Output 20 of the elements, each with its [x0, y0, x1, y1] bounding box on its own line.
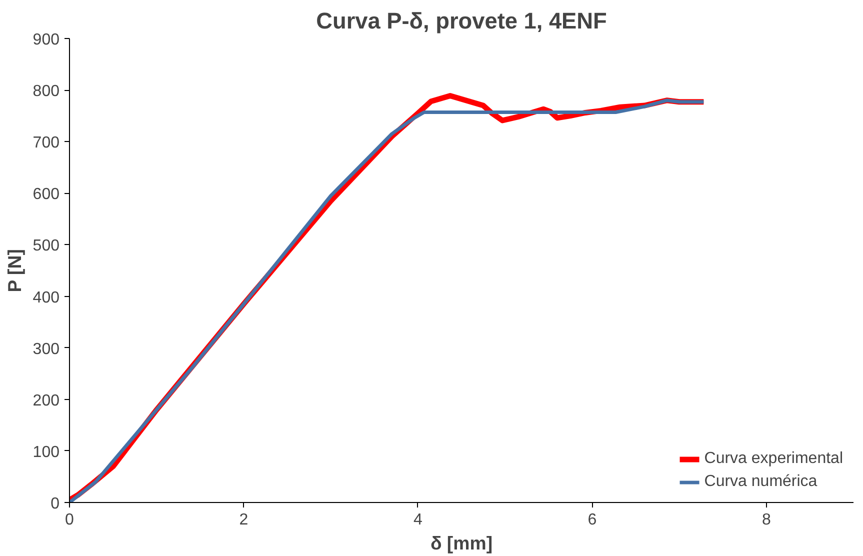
- y-tick-label: 900: [32, 32, 60, 48]
- y-tick-label: 800: [32, 83, 60, 100]
- y-tick-label: 200: [32, 392, 60, 410]
- legend-label: Curva numérica: [704, 473, 818, 491]
- x-tick-label: 4: [413, 512, 422, 528]
- chart-title: Curva P-δ, provete 1, 4ENF: [316, 8, 608, 34]
- x-tick-label: 8: [762, 512, 771, 528]
- y-tick-label: 0: [50, 496, 60, 512]
- y-tick-label: 500: [32, 238, 60, 255]
- y-tick-label: 600: [32, 186, 60, 204]
- y-axis-title: P [N]: [4, 249, 25, 292]
- x-axis-title: δ [mm]: [430, 532, 493, 554]
- y-tick-label: 300: [32, 340, 60, 358]
- y-tick-label: 100: [32, 444, 60, 461]
- x-tick-label: 2: [239, 512, 248, 528]
- y-tick-label: 700: [32, 134, 60, 152]
- x-tick-label: 6: [588, 512, 597, 528]
- y-tick-label: 400: [32, 289, 60, 306]
- legend-label: Curva experimental: [704, 450, 843, 468]
- x-tick-label: 0: [65, 512, 74, 528]
